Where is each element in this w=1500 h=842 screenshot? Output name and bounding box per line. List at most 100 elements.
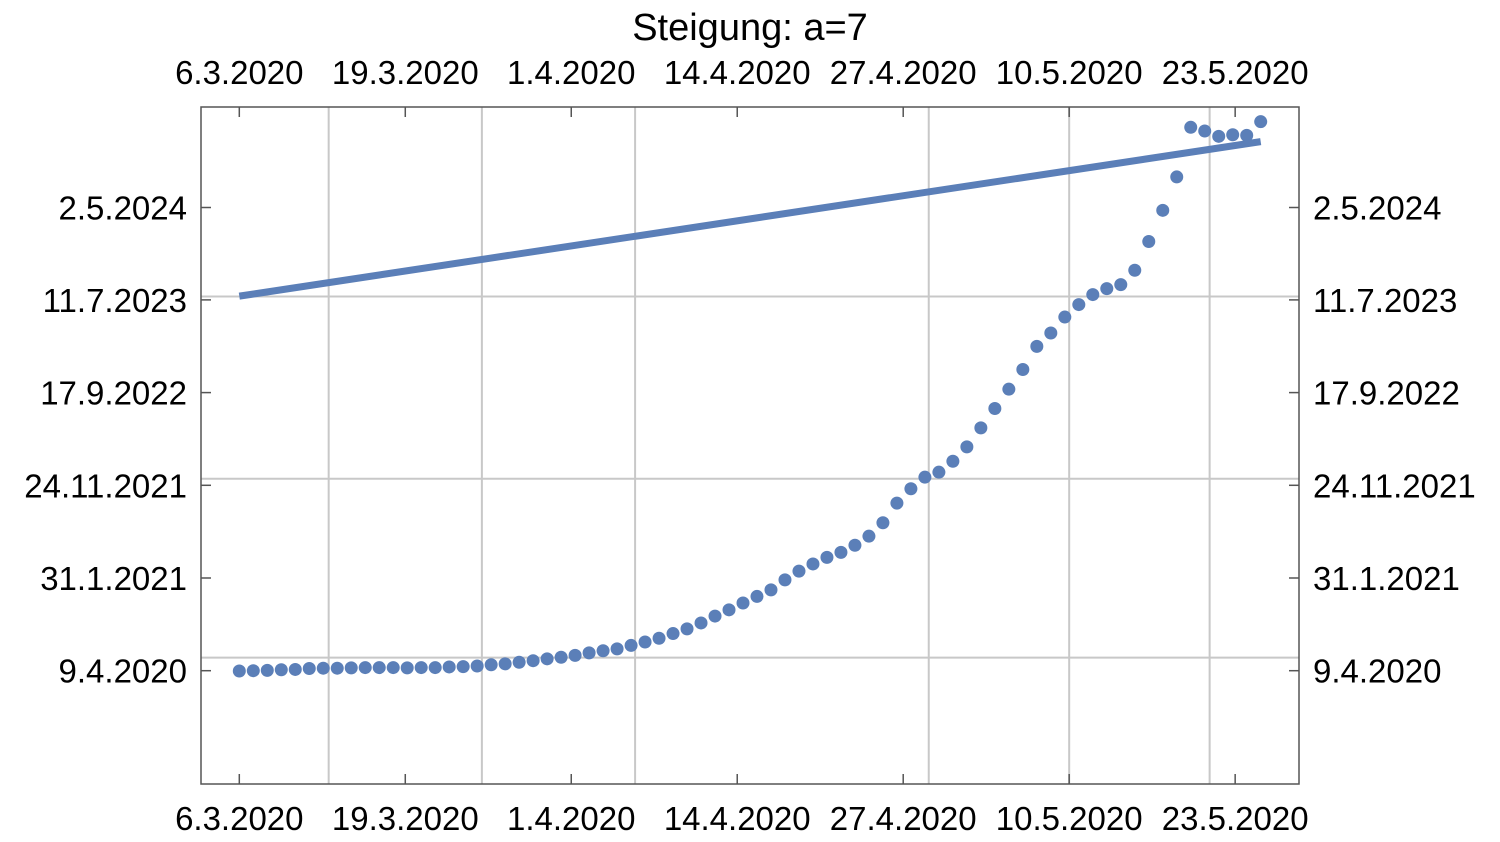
data-point (358, 661, 372, 675)
data-point (260, 663, 274, 677)
data-point (848, 538, 862, 552)
data-point (1072, 298, 1086, 312)
data-point (456, 660, 470, 674)
data-point (442, 660, 456, 674)
x-tick-label-top: 14.4.2020 (664, 54, 811, 91)
y-tick-label-left: 31.1.2021 (40, 560, 187, 597)
data-point (862, 529, 876, 543)
data-point (1114, 278, 1128, 292)
data-point (1184, 120, 1198, 134)
chart-title: Steigung: a=7 (632, 7, 868, 49)
data-point (288, 662, 302, 676)
data-point (512, 655, 526, 669)
data-point (1002, 382, 1016, 396)
data-point (232, 664, 246, 678)
data-point (414, 661, 428, 675)
data-point (750, 589, 764, 603)
x-tick-label-top: 27.4.2020 (830, 54, 977, 91)
x-tick-label-top: 19.3.2020 (332, 54, 479, 91)
data-point (1058, 310, 1072, 324)
data-point (918, 470, 932, 484)
data-point (568, 648, 582, 662)
data-point (666, 627, 680, 641)
series-points (232, 115, 1268, 678)
data-point (890, 496, 904, 510)
data-point (778, 573, 792, 587)
data-point (526, 654, 540, 668)
data-point (1198, 124, 1212, 138)
y-tick-label-left: 24.11.2021 (24, 467, 187, 504)
data-point (722, 603, 736, 617)
data-point (624, 638, 638, 652)
data-point (1212, 129, 1226, 143)
x-tick-label-bottom: 10.5.2020 (996, 800, 1143, 837)
data-point (708, 609, 722, 623)
data-point (834, 545, 848, 559)
data-point (1254, 115, 1268, 129)
data-point (470, 659, 484, 673)
y-tick-label-left: 9.4.2020 (59, 653, 187, 690)
data-point (946, 454, 960, 468)
data-point (820, 550, 834, 564)
data-point (694, 616, 708, 630)
data-point (652, 631, 666, 645)
x-tick-label-top: 1.4.2020 (507, 54, 635, 91)
x-tick-label-bottom: 23.5.2020 (1162, 800, 1309, 837)
grid (201, 107, 1299, 784)
y-tick-label-right: 31.1.2021 (1313, 560, 1460, 597)
fit-line-group (238, 138, 1262, 300)
data-point (484, 658, 498, 672)
data-point (806, 557, 820, 571)
data-point (554, 650, 568, 664)
data-point (904, 482, 918, 496)
y-tick-label-left: 11.7.2023 (43, 282, 187, 319)
data-point (1044, 326, 1058, 340)
data-point (540, 652, 554, 666)
data-point (344, 661, 358, 675)
y-tick-label-right: 9.4.2020 (1313, 653, 1441, 690)
data-point (792, 564, 806, 578)
data-point (764, 583, 778, 597)
data-point (876, 516, 890, 530)
y-tick-label-right: 24.11.2021 (1313, 467, 1476, 504)
data-point (960, 440, 974, 454)
y-tick-label-right: 11.7.2023 (1313, 282, 1457, 319)
data-point (1016, 362, 1030, 376)
y-tick-label-left: 17.9.2022 (40, 375, 187, 412)
data-point (246, 664, 260, 678)
x-tick-label-bottom: 19.3.2020 (332, 800, 479, 837)
axis-ticks (201, 107, 1299, 784)
data-point (1030, 339, 1044, 353)
data-point (932, 465, 946, 479)
data-point (610, 642, 624, 656)
data-point (638, 635, 652, 649)
x-tick-label-bottom: 27.4.2020 (830, 800, 977, 837)
data-point (400, 661, 414, 675)
data-point (1086, 288, 1100, 302)
data-point (330, 661, 344, 675)
data-point (428, 661, 442, 675)
x-tick-label-top: 23.5.2020 (1162, 54, 1309, 91)
x-tick-label-bottom: 6.3.2020 (175, 800, 303, 837)
y-axis-right: 9.4.2020 31.1.2021 24.11.2021 17.9.2022 11.7… (1313, 190, 1476, 690)
y-tick-label-right: 2.5.2024 (1313, 190, 1441, 227)
data-point (596, 644, 610, 658)
data-point (582, 646, 596, 660)
data-point (1240, 128, 1254, 142)
fit-line (238, 138, 1262, 300)
x-axis-top: 6.3.2020 19.3.2020 1.4.2020 14.4.2020 27.4.2… (175, 54, 1309, 91)
data-point (974, 421, 988, 435)
data-point (680, 622, 694, 636)
x-tick-label-top: 6.3.2020 (175, 54, 303, 91)
data-point (1226, 128, 1240, 142)
y-tick-label-right: 17.9.2022 (1313, 375, 1460, 412)
x-tick-label-top: 10.5.2020 (996, 54, 1143, 91)
data-point (316, 661, 330, 675)
data-point (302, 662, 316, 676)
data-point (498, 657, 512, 671)
data-point (1142, 235, 1156, 249)
x-tick-label-bottom: 14.4.2020 (664, 800, 811, 837)
data-point (1128, 263, 1142, 277)
x-tick-label-bottom: 1.4.2020 (507, 800, 635, 837)
y-axis-left: 9.4.2020 31.1.2021 24.11.2021 17.9.2022 11.7… (24, 190, 187, 690)
